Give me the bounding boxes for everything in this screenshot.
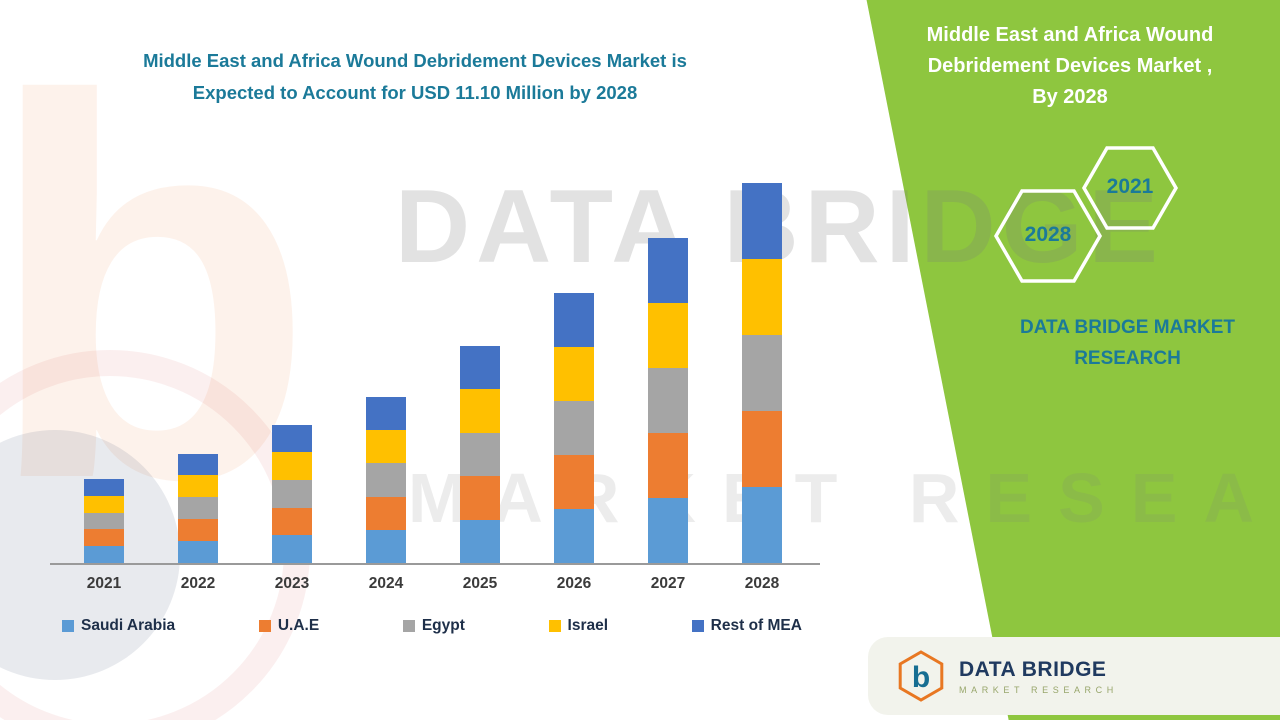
legend-swatch — [402, 620, 415, 632]
hexagon-2028-outline — [993, 189, 1103, 283]
x-axis-label-2021: 2021 — [86, 575, 122, 592]
x-axis-label-2025: 2025 — [462, 575, 498, 592]
bar-segment-2026 — [554, 454, 594, 509]
bar-segment-2022 — [178, 541, 218, 563]
bar-2024 — [366, 397, 406, 563]
bar-segment-2025 — [460, 432, 500, 476]
brand-text-line-1: DATA BRIDGE MARKET — [1020, 317, 1235, 338]
bar-segment-2023 — [272, 424, 312, 453]
bar-segment-2028 — [742, 411, 782, 487]
chart-title-line-1: Middle East and Africa Wound Debridement… — [143, 50, 687, 71]
bar-segment-2022 — [178, 519, 218, 542]
bar-2023 — [272, 424, 312, 563]
watermark-market-research: MARKET RESEARCH — [408, 459, 1280, 537]
bar-segment-2021 — [84, 546, 124, 563]
legend-item: U.A.E — [258, 617, 320, 635]
bar-segment-2026 — [554, 400, 594, 455]
bar-2021 — [84, 479, 124, 563]
bar-segment-2023 — [272, 452, 312, 480]
logo-hexagon-outline — [898, 650, 944, 702]
bar-segment-2024 — [366, 430, 406, 464]
bar-2022 — [178, 453, 218, 563]
bar-segment-2026 — [554, 292, 594, 347]
legend-item: Israel — [548, 617, 609, 635]
chart-title: Middle East and Africa Wound Debridement… — [60, 45, 770, 110]
legend-item: Saudi Arabia — [62, 617, 175, 635]
chart-title-line-2: Expected to Account for USD 11.10 Millio… — [192, 82, 638, 104]
bar-segment-2022 — [178, 497, 218, 520]
hexagon-year-2028: 2028 — [1024, 223, 1072, 246]
footer-brand-subname: MARKET RESEARCH — [959, 684, 1118, 695]
legend-label: Saudi Arabia — [81, 617, 176, 634]
bar-segment-2025 — [460, 476, 500, 520]
bar-segment-2023 — [272, 535, 312, 563]
bar-segment-2025 — [460, 389, 500, 433]
bar-segment-2022 — [178, 475, 218, 498]
bar-segment-2027 — [648, 368, 688, 433]
x-axis-label-2027: 2027 — [650, 575, 686, 592]
hexagon-decoration — [993, 146, 1179, 283]
bar-segment-2027 — [648, 238, 688, 303]
x-axis-label-2028: 2028 — [744, 575, 780, 592]
bar-2026 — [554, 292, 594, 563]
legend-swatch — [258, 620, 271, 632]
data-bridge-logo-icon: b — [898, 650, 944, 702]
bar-segment-2024 — [366, 496, 406, 530]
bar-segment-2021 — [84, 512, 124, 530]
x-axis-label-2022: 2022 — [180, 575, 216, 592]
right-title-line-2: Debridement Devices Market , — [927, 55, 1213, 77]
right-title-line-3: By 2028 — [1032, 86, 1108, 108]
hexagon-year-2021: 2021 — [1106, 175, 1154, 198]
footer-brand-name: DATA BRIDGE — [959, 657, 1107, 681]
bar-segment-2026 — [554, 508, 594, 563]
logo-b-glyph: b — [912, 661, 930, 694]
bar-segment-2028 — [742, 183, 782, 259]
x-axis-label-2023: 2023 — [274, 575, 310, 592]
footer-logo-strip: b DATA BRIDGE MARKET RESEARCH — [868, 637, 1280, 715]
bar-segment-2024 — [366, 397, 406, 431]
legend-label: Egypt — [421, 617, 465, 634]
x-axis-label-2026: 2026 — [556, 575, 592, 592]
bar-segment-2028 — [742, 487, 782, 563]
bar-segment-2024 — [366, 463, 406, 497]
right-panel-title: Middle East and Africa Wound Debridement… — [885, 20, 1255, 113]
x-axis-label-2024: 2024 — [368, 575, 404, 592]
bar-2028 — [742, 183, 782, 563]
legend-swatch — [548, 620, 561, 632]
x-axis-labels: 2021 2022 2023 2024 2025 2026 2027 2028 — [57, 575, 809, 593]
legend-swatch — [62, 620, 74, 632]
legend-label: Rest of MEA — [710, 617, 802, 634]
bar-segment-2021 — [84, 479, 124, 496]
legend-item: Rest of MEA — [691, 617, 802, 635]
footer-brand: DATA BRIDGE MARKET RESEARCH — [959, 658, 1118, 695]
hexagon-2021-outline — [1081, 146, 1179, 230]
brand-text: DATA BRIDGE MARKET RESEARCH — [985, 312, 1270, 375]
chart-legend: Saudi Arabia U.A.E Egypt Israel Rest of MEA — [62, 617, 802, 635]
bar-segment-2026 — [554, 346, 594, 401]
bar-segment-2024 — [366, 529, 406, 563]
right-title-line-1: Middle East and Africa Wound — [926, 24, 1214, 46]
brand-text-line-2: RESEARCH — [1074, 348, 1181, 370]
bar-segment-2025 — [460, 345, 500, 389]
bar-segment-2021 — [84, 529, 124, 547]
bar-segment-2021 — [84, 495, 124, 513]
legend-swatch — [691, 620, 704, 632]
bar-segment-2027 — [648, 303, 688, 368]
legend-item: Egypt — [402, 617, 465, 635]
bar-segment-2027 — [648, 498, 688, 563]
bar-2027 — [648, 238, 688, 563]
stacked-bar-plot — [57, 183, 809, 563]
bar-2025 — [460, 345, 500, 563]
bar-segment-2023 — [272, 507, 312, 536]
bar-segment-2028 — [742, 259, 782, 335]
x-axis-line — [50, 563, 820, 565]
bar-segment-2023 — [272, 479, 312, 508]
bar-segment-2022 — [178, 453, 218, 476]
bar-segment-2028 — [742, 335, 782, 411]
bar-segment-2025 — [460, 519, 500, 563]
legend-label: Israel — [567, 617, 609, 634]
bar-segment-2027 — [648, 433, 688, 498]
legend-label: U.A.E — [277, 617, 320, 634]
